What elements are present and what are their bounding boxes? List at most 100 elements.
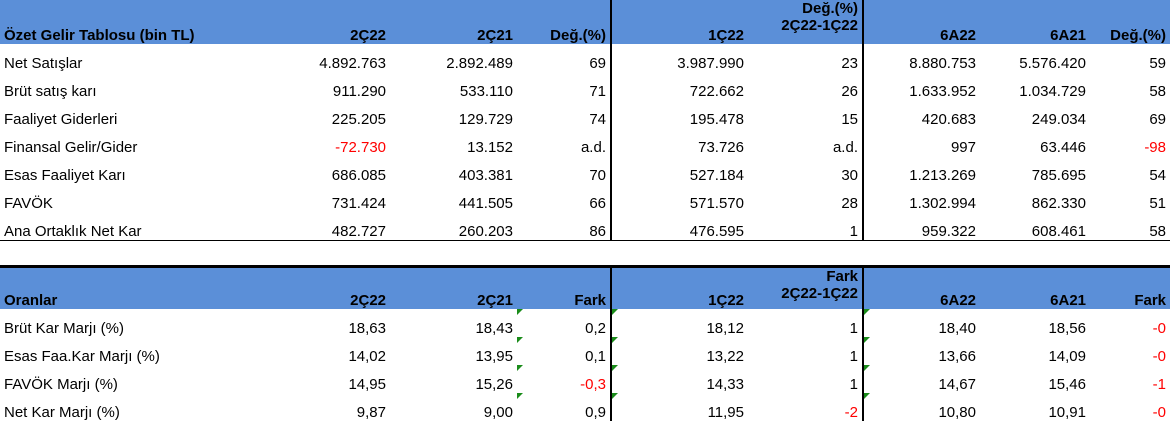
table-cell: 18,63 xyxy=(348,320,386,337)
table-cell: 1 xyxy=(849,348,858,365)
table-cell: 30 xyxy=(841,167,858,184)
table-cell: 2.892.489 xyxy=(446,55,513,72)
table-cell: 997 xyxy=(862,128,980,156)
table-cell: a.d. xyxy=(580,139,606,156)
table-cell: 1 xyxy=(748,212,863,241)
table-cell: 14,02 xyxy=(348,348,386,365)
column-header: Fark xyxy=(1090,265,1170,309)
table-cell: 0,2 xyxy=(517,309,611,337)
table-cell: 14,95 xyxy=(348,376,386,393)
table-cell: 1.633.952 xyxy=(862,72,980,100)
table-cell: 785.695 xyxy=(1031,167,1086,184)
table-cell: 420.683 xyxy=(862,100,980,128)
row-label: Brüt Kar Marjı (%) xyxy=(4,320,125,337)
table-cell: 18,12 xyxy=(610,309,748,337)
table-cell: 18,43 xyxy=(475,320,513,337)
column-header: Değ.(%) xyxy=(1090,0,1170,44)
table-row: Net Satışlar 4.892.763 2.892.489 69 3.987.99… xyxy=(0,44,1170,72)
table-cell: 4.892.763 xyxy=(319,55,386,72)
table-cell: 13,95 xyxy=(475,348,513,365)
column-header: Oranlar xyxy=(0,265,250,309)
table-cell: 129.729 xyxy=(458,111,513,128)
ratios-table: Oranlar 2Ç22 2Ç21 Fark 1Ç22 Fark 2Ç22-1Ç22 6A22… xyxy=(0,265,1170,421)
table-cell: 69 xyxy=(1149,111,1166,128)
column-header: 1Ç22 xyxy=(610,265,748,309)
table-cell: 571.570 xyxy=(610,184,748,212)
table-cell: -0 xyxy=(1152,320,1166,337)
table-cell: 58 xyxy=(1090,212,1170,241)
table-cell: 722.662 xyxy=(610,72,748,100)
table-cell: 8.880.753 xyxy=(862,44,980,72)
table-cell: 441.505 xyxy=(458,195,513,212)
table-cell: 1.034.729 xyxy=(1019,83,1086,100)
table-cell: 527.184 xyxy=(610,156,748,184)
table-cell: 862.330 xyxy=(1031,195,1086,212)
table-cell: 0,1 xyxy=(517,337,611,365)
row-label: FAVÖK xyxy=(4,195,53,212)
column-header: 2Ç22 xyxy=(250,0,390,44)
column-header: Özet Gelir Tablosu (bin TL) xyxy=(0,0,250,44)
table-row: Brüt Kar Marjı (%) 18,63 18,43 0,2 18,12 1 18,… xyxy=(0,309,1170,337)
table-cell: 1 xyxy=(849,320,858,337)
table-cell: 15 xyxy=(841,111,858,128)
table-cell: 403.381 xyxy=(458,167,513,184)
row-label: Brüt satış karı xyxy=(4,83,97,100)
table-row: Finansal Gelir/Gider -72.730 13.152 a.d. 73.… xyxy=(0,128,1170,156)
table-cell: 225.205 xyxy=(331,111,386,128)
table-row: Esas Faaliyet Karı 686.085 403.381 70 527.18… xyxy=(0,156,1170,184)
table-cell: a.d. xyxy=(832,139,858,156)
column-header: 6A21 xyxy=(980,0,1090,44)
table-cell: 26 xyxy=(841,83,858,100)
header-row: Oranlar 2Ç22 2Ç21 Fark 1Ç22 Fark 2Ç22-1Ç22 6A22… xyxy=(0,265,1170,309)
table-cell: 533.110 xyxy=(459,83,513,100)
table-row: Ana Ortaklık Net Kar 482.727 260.203 86 476.… xyxy=(0,212,1170,241)
table-cell: 1 xyxy=(849,376,858,393)
table-cell: 482.727 xyxy=(250,212,390,241)
table-cell: 13.152 xyxy=(467,139,513,156)
table-cell: 10,80 xyxy=(862,393,980,421)
column-header: 1Ç22 xyxy=(610,0,748,44)
table-cell: 14,33 xyxy=(610,365,748,393)
table-cell: 14,67 xyxy=(862,365,980,393)
table-cell: -0 xyxy=(1152,348,1166,365)
table-cell: 63.446 xyxy=(1040,139,1086,156)
column-header: 2Ç21 xyxy=(390,0,517,44)
table-row: FAVÖK Marjı (%) 14,95 15,26 -0,3 14,33 1 14,67… xyxy=(0,365,1170,393)
table-cell: 11,95 xyxy=(610,393,748,421)
table-cell: 249.034 xyxy=(1031,111,1086,128)
table-cell: 260.203 xyxy=(390,212,517,241)
table-cell: -0,3 xyxy=(517,365,611,393)
table-cell: 51 xyxy=(1149,195,1166,212)
column-header: 6A21 xyxy=(980,265,1090,309)
table-cell: 71 xyxy=(589,83,606,100)
row-label: Faaliyet Giderleri xyxy=(4,111,118,128)
column-header: 6A22 xyxy=(862,265,980,309)
table-cell: 59 xyxy=(1149,55,1166,72)
table-cell: 686.085 xyxy=(331,167,386,184)
table-row: Faaliyet Giderleri 225.205 129.729 74 195.47… xyxy=(0,100,1170,128)
table-cell: 18,40 xyxy=(862,309,980,337)
table-cell: 69 xyxy=(589,55,606,72)
table-cell: 911.290 xyxy=(332,83,386,100)
table-row: Esas Faa.Kar Marjı (%) 14,02 13,95 0,1 13,22… xyxy=(0,337,1170,365)
table-cell: 1.213.269 xyxy=(862,156,980,184)
table-cell: 14,09 xyxy=(1048,348,1086,365)
column-header: 2Ç22 xyxy=(250,265,390,309)
table-cell: 18,56 xyxy=(1048,320,1086,337)
table-cell: 23 xyxy=(841,55,858,72)
table-cell: 66 xyxy=(589,195,606,212)
table-cell: 13,22 xyxy=(610,337,748,365)
table-cell: 13,66 xyxy=(862,337,980,365)
table-cell: 195.478 xyxy=(610,100,748,128)
column-header: Değ.(%) xyxy=(517,0,611,44)
table-cell: 70 xyxy=(589,167,606,184)
table-cell: 15,46 xyxy=(1048,376,1086,393)
column-header: 6A22 xyxy=(862,0,980,44)
column-header: Değ.(%) 2Ç22-1Ç22 xyxy=(748,0,863,44)
table-cell: 3.987.990 xyxy=(610,44,748,72)
table-cell: 1.302.994 xyxy=(862,184,980,212)
table-cell: 58 xyxy=(1149,83,1166,100)
row-label: Esas Faa.Kar Marjı (%) xyxy=(4,348,160,365)
table-cell: 74 xyxy=(589,111,606,128)
table-cell: 15,26 xyxy=(475,376,513,393)
